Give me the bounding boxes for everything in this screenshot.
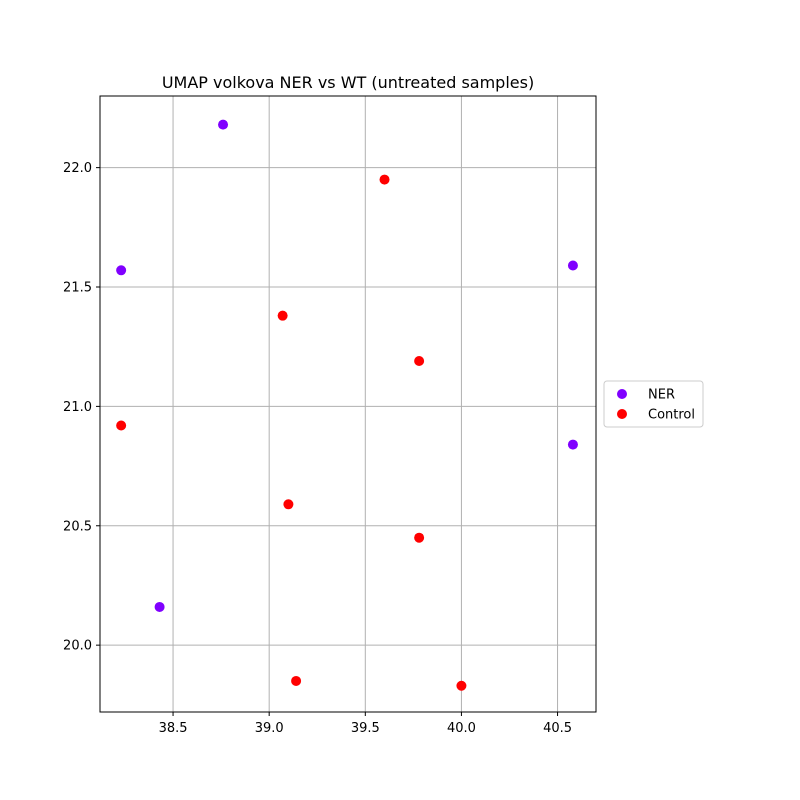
- legend-box: [603, 380, 704, 428]
- data-point-control: [414, 532, 425, 543]
- data-point-control: [291, 675, 302, 686]
- grid-lines: [100, 96, 596, 712]
- data-point-ner: [218, 119, 229, 130]
- y-axis-ticks: 20.0 20.5 21.0 21.5 22.0: [63, 161, 100, 654]
- chart-title: UMAP volkova NER vs WT (untreated sample…: [162, 73, 534, 92]
- legend-label-ner: NER: [648, 388, 675, 403]
- legend-label-control: Control: [648, 408, 695, 423]
- data-point-control: [414, 356, 425, 367]
- y-tick-label: 20.0: [63, 639, 92, 654]
- legend-marker-control: [617, 409, 627, 419]
- data-point-ner: [567, 260, 578, 271]
- x-tick-label: 38.5: [159, 721, 188, 736]
- y-tick-label: 22.0: [63, 161, 92, 176]
- data-point-control: [456, 680, 467, 691]
- legend-marker-ner: [617, 389, 627, 399]
- data-point-ner: [567, 439, 578, 450]
- x-tick-label: 39.0: [255, 721, 284, 736]
- data-point-control: [277, 310, 288, 321]
- y-tick-label: 21.0: [63, 400, 92, 415]
- data-point-ner: [116, 265, 127, 276]
- data-point-ner: [154, 601, 165, 612]
- data-points: [116, 119, 578, 691]
- x-tick-label: 39.5: [351, 721, 380, 736]
- x-tick-label: 40.5: [543, 721, 572, 736]
- y-tick-label: 21.5: [63, 281, 92, 296]
- y-tick-label: 20.5: [63, 519, 92, 534]
- x-tick-label: 40.0: [447, 721, 476, 736]
- legend: NER Control: [603, 380, 704, 428]
- data-point-control: [116, 420, 127, 431]
- x-axis-ticks: 38.5 39.0 39.5 40.0 40.5: [159, 712, 572, 736]
- data-point-control: [283, 499, 294, 510]
- plot-frame: [99, 95, 597, 713]
- data-point-control: [379, 174, 390, 185]
